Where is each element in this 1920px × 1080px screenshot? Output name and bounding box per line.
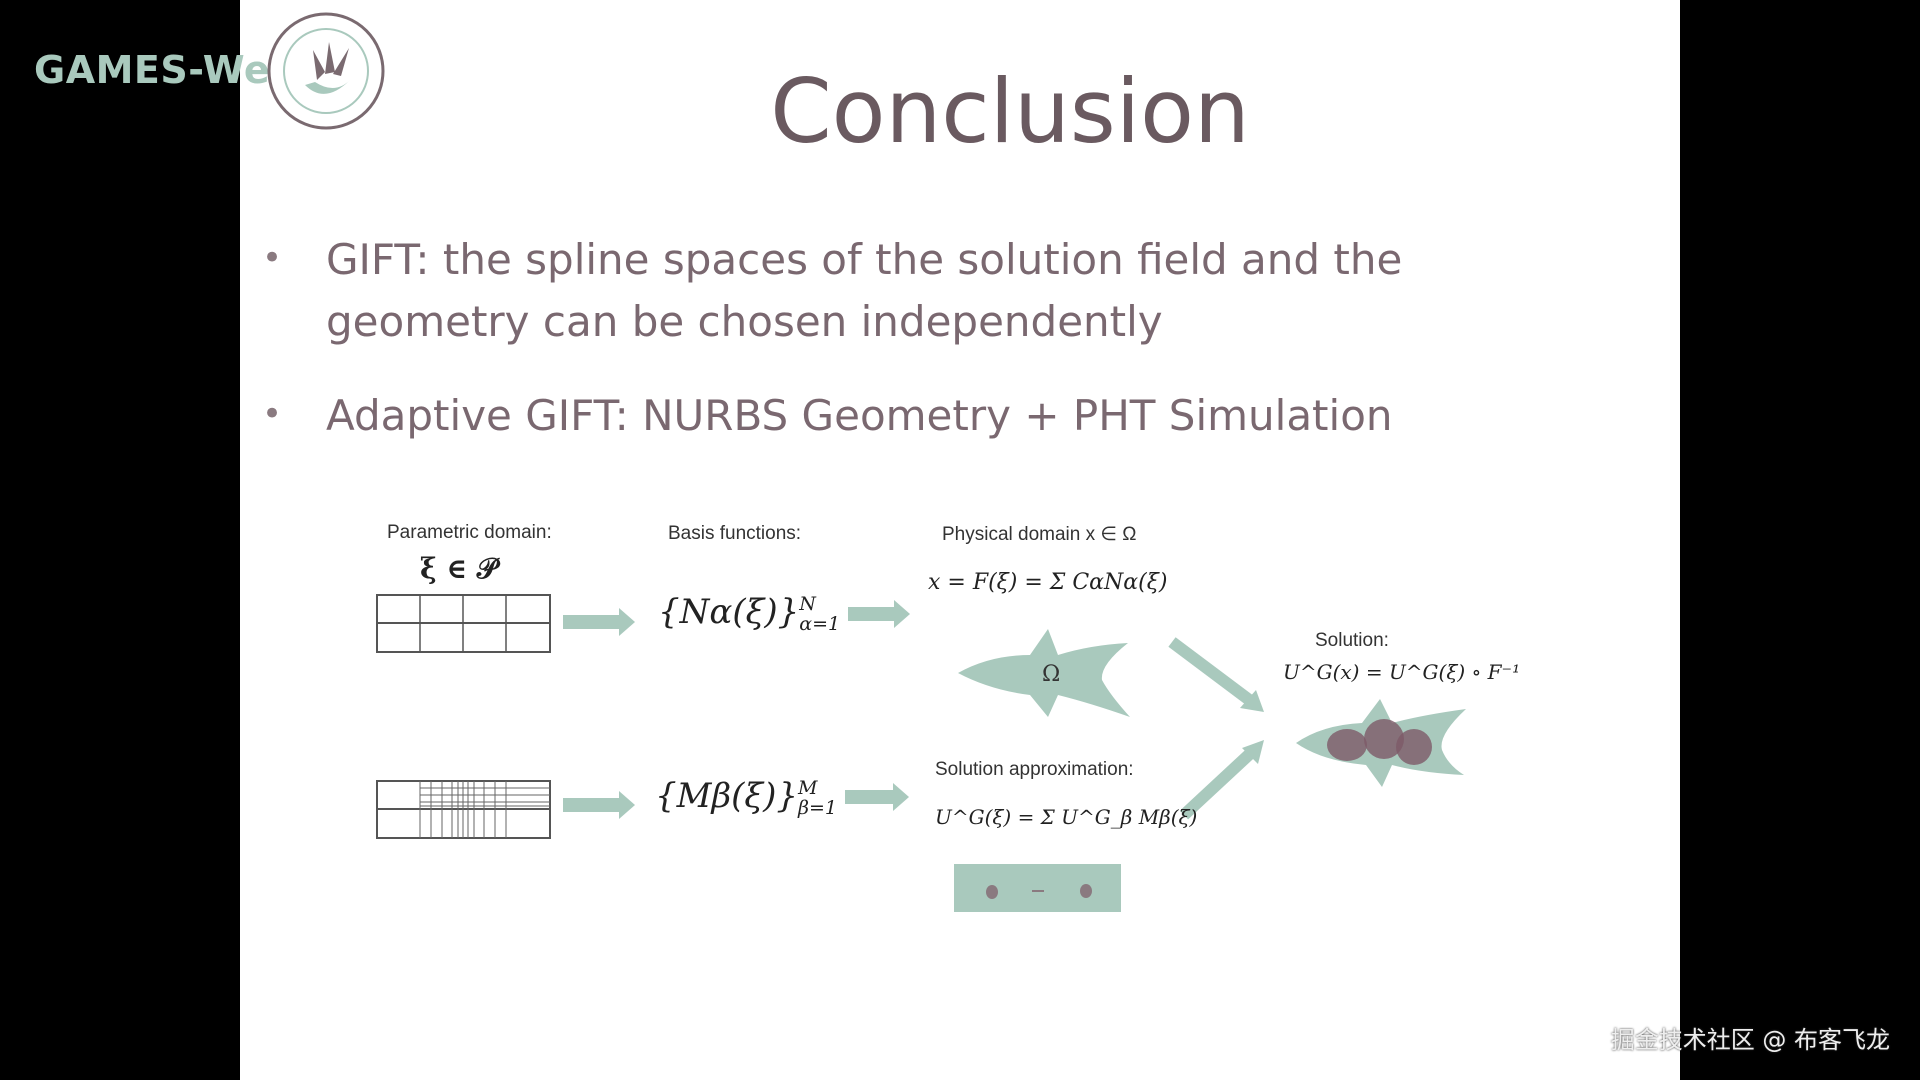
university-logo bbox=[267, 12, 385, 130]
parametric-domain-math: ξ ∈ 𝒫 bbox=[420, 552, 497, 585]
arrow-right-icon bbox=[563, 608, 635, 636]
arrow-right-icon bbox=[563, 791, 635, 819]
refined-grid bbox=[376, 780, 551, 839]
basis-n-sub: α=1 bbox=[799, 613, 841, 635]
parametric-domain-label: Parametric domain: bbox=[387, 522, 552, 543]
solution-formula: U^G(x) = U^G(ξ) ∘ F⁻¹ bbox=[1283, 660, 1521, 684]
bullet-marker: • bbox=[262, 238, 283, 278]
basis-m-sup: M bbox=[798, 777, 818, 799]
arrow-right-icon bbox=[848, 600, 910, 628]
physical-formula: x = F(ξ) = Σ CαNα(ξ) bbox=[928, 570, 1168, 595]
solution-shape bbox=[1296, 699, 1466, 787]
basis-n-sup: N bbox=[799, 593, 816, 615]
slide-title: Conclusion bbox=[770, 60, 1250, 163]
basis-n-set: {Nα(ξ)} bbox=[658, 592, 800, 632]
bullet-1-line-2: geometry can be chosen independently bbox=[326, 297, 1163, 346]
basis-m-sub: β=1 bbox=[798, 797, 837, 819]
watermark: 掘金技术社区 @ 布客飞龙 bbox=[1610, 1026, 1890, 1054]
approximation-formula: U^G(ξ) = Σ U^G_β Mβ(ξ) bbox=[935, 805, 1198, 829]
basis-m-set: {Mβ(ξ)} bbox=[655, 776, 798, 816]
bullet-2: Adaptive GIFT: NURBS Geometry + PHT Simu… bbox=[326, 391, 1393, 440]
bullet-1: GIFT: the spline spaces of the solution … bbox=[326, 229, 1402, 353]
physical-domain-shape: Ω bbox=[958, 629, 1130, 717]
physical-domain-label: Physical domain x ∈ Ω bbox=[942, 524, 1137, 545]
approximation-field-image bbox=[954, 864, 1121, 912]
bullet-1-line-1: GIFT: the spline spaces of the solution … bbox=[326, 235, 1403, 284]
arrow-down-right-icon bbox=[1240, 690, 1264, 712]
basis-functions-label: Basis functions: bbox=[668, 523, 802, 544]
solution-label: Solution: bbox=[1315, 630, 1389, 651]
omega-symbol: Ω bbox=[1042, 662, 1060, 687]
arrow-right-icon bbox=[845, 783, 909, 811]
coarse-grid bbox=[376, 594, 551, 653]
bullet-marker: • bbox=[262, 394, 283, 434]
solution-approximation-label: Solution approximation: bbox=[935, 759, 1134, 780]
converging-arrows bbox=[1168, 637, 1264, 820]
arrow-up-right-icon bbox=[1242, 740, 1264, 764]
